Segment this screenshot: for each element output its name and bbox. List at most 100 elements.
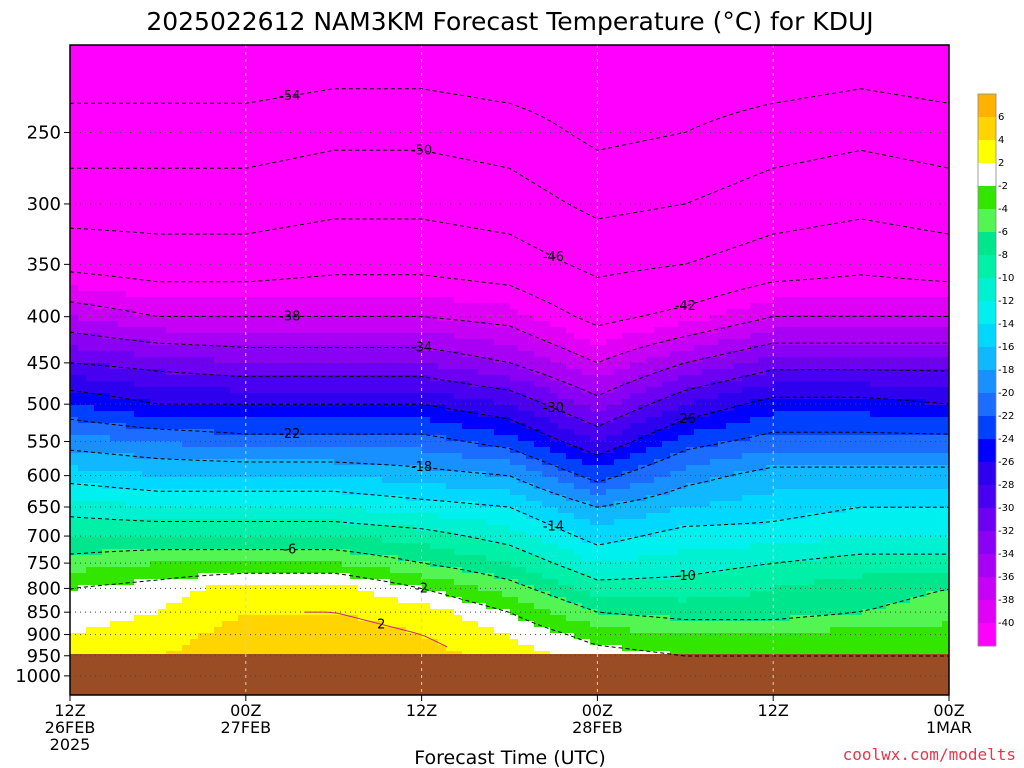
temperature-cell (478, 87, 487, 94)
temperature-cell (374, 189, 383, 196)
temperature-cell (86, 45, 95, 52)
temperature-cell (686, 207, 695, 214)
temperature-cell (670, 267, 679, 274)
temperature-cell (198, 261, 207, 268)
temperature-cell (814, 213, 823, 220)
temperature-cell (710, 171, 719, 178)
temperature-cell (502, 195, 511, 202)
temperature-cell (478, 183, 487, 190)
temperature-cell (774, 219, 783, 226)
temperature-cell (358, 237, 367, 244)
temperature-cell (726, 189, 735, 196)
temperature-cell (150, 135, 159, 142)
temperature-cell (390, 69, 399, 76)
temperature-cell (342, 111, 351, 118)
temperature-cell (694, 117, 703, 124)
temperature-cell (446, 189, 455, 196)
temperature-cell (822, 45, 831, 52)
temperature-cell (902, 243, 911, 250)
temperature-cell (494, 99, 503, 106)
temperature-cell (662, 297, 671, 304)
temperature-cell (262, 261, 271, 268)
temperature-cell (342, 183, 351, 190)
temperature-cell (422, 189, 431, 196)
temperature-cell (718, 195, 727, 202)
temperature-cell (678, 57, 687, 64)
temperature-cell (238, 285, 247, 292)
temperature-cell (454, 309, 463, 316)
temperature-cell (86, 147, 95, 154)
temperature-cell (566, 195, 575, 202)
temperature-cell (614, 231, 623, 238)
temperature-cell (174, 285, 183, 292)
temperature-cell (542, 45, 551, 52)
temperature-cell (502, 51, 511, 58)
temperature-cell (566, 93, 575, 100)
temperature-cell (942, 45, 949, 52)
temperature-cell (790, 57, 799, 64)
temperature-cell (646, 309, 655, 316)
temperature-cell (350, 309, 359, 316)
temperature-cell (902, 45, 911, 52)
temperature-cell (862, 81, 871, 88)
temperature-cell (70, 159, 79, 166)
temperature-cell (830, 129, 839, 136)
temperature-cell (886, 75, 895, 82)
temperature-cell (302, 93, 311, 100)
temperature-cell (854, 213, 863, 220)
temperature-cell (94, 51, 103, 58)
temperature-cell (510, 159, 519, 166)
temperature-cell (422, 195, 431, 202)
temperature-cell (718, 99, 727, 106)
temperature-cell (510, 303, 519, 310)
temperature-cell (782, 219, 791, 226)
temperature-cell (630, 87, 639, 94)
temperature-cell (558, 135, 567, 142)
temperature-cell (430, 147, 439, 154)
temperature-cell (934, 309, 943, 316)
temperature-cell (734, 141, 743, 148)
temperature-cell (278, 267, 287, 274)
temperature-cell (134, 237, 143, 244)
temperature-cell (366, 141, 375, 148)
temperature-cell (382, 279, 391, 286)
temperature-cell (534, 171, 543, 178)
temperature-cell (334, 165, 343, 172)
temperature-cell (478, 237, 487, 244)
temperature-cell (390, 237, 399, 244)
temperature-cell (382, 45, 391, 52)
temperature-cell (414, 219, 423, 226)
temperature-cell (590, 183, 599, 190)
temperature-cell (862, 309, 871, 316)
temperature-cell (838, 201, 847, 208)
temperature-cell (78, 99, 87, 106)
temperature-cell (294, 51, 303, 58)
temperature-cell (862, 117, 871, 124)
temperature-cell (598, 165, 607, 172)
temperature-cell (854, 75, 863, 82)
temperature-cell (398, 267, 407, 274)
temperature-cell (838, 225, 847, 232)
temperature-cell (550, 81, 559, 88)
temperature-cell (670, 135, 679, 142)
temperature-cell (494, 117, 503, 124)
temperature-cell (198, 117, 207, 124)
temperature-cell (494, 267, 503, 274)
temperature-cell (534, 75, 543, 82)
temperature-cell (278, 45, 287, 52)
temperature-cell (718, 219, 727, 226)
temperature-cell (190, 135, 199, 142)
temperature-cell (302, 57, 311, 64)
temperature-cell (534, 87, 543, 94)
temperature-cell (78, 141, 87, 148)
temperature-cell (918, 237, 927, 244)
temperature-cell (334, 75, 343, 82)
temperature-cell (638, 141, 647, 148)
temperature-cell (622, 195, 631, 202)
temperature-cell (742, 177, 751, 184)
temperature-cell (294, 213, 303, 220)
temperature-cell (118, 189, 127, 196)
temperature-cell (294, 75, 303, 82)
temperature-cell (654, 249, 663, 256)
temperature-cell (494, 255, 503, 262)
